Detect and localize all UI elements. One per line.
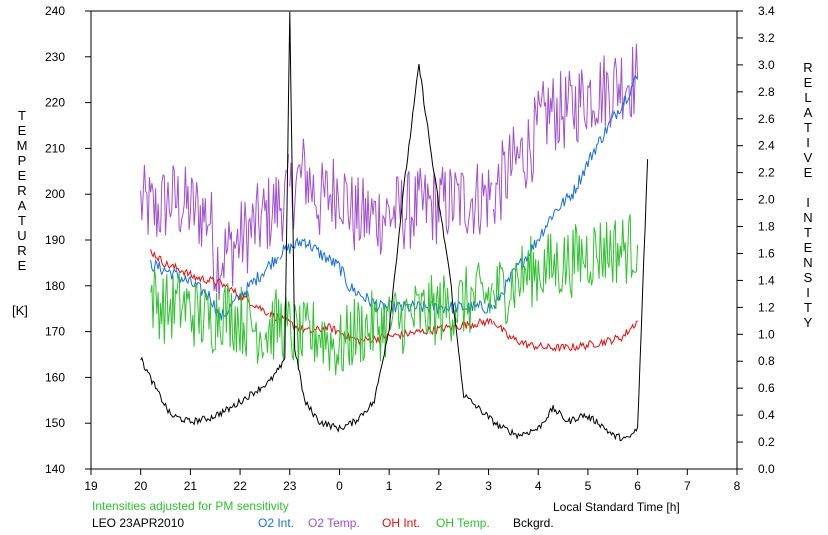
station-date-label: LEO 23APR2010: [92, 516, 185, 530]
y-right-tick-label: 2.2: [758, 166, 775, 180]
y-right-tick-label: 0.0: [758, 462, 775, 476]
x-tick-label: 1: [386, 479, 393, 493]
axes: 19 20 21 22 23 0 1 2 3 4 5 6 7 8140150160170180190200…: [45, 4, 775, 493]
y-left-tick-label: 220: [45, 96, 65, 110]
x-axis-label: Local Standard Time [h]: [553, 500, 680, 514]
series-line-o2-int: [150, 74, 639, 321]
y-right-tick-label: 3.0: [758, 58, 775, 72]
y-left-tick-label: 180: [45, 279, 65, 293]
y-right-tick-label: 3.4: [758, 4, 775, 18]
x-tick-label: 3: [485, 479, 492, 493]
x-tick-label: 7: [684, 479, 691, 493]
legend-oh-temp: OH Temp.: [436, 516, 490, 530]
x-tick-label: 19: [84, 479, 98, 493]
x-tick-label: 0: [336, 479, 343, 493]
y-right-tick-label: 2.6: [758, 112, 775, 126]
y-right-tick-label: 0.2: [758, 435, 775, 449]
x-tick-label: 5: [585, 479, 592, 493]
x-tick-label: 6: [634, 479, 641, 493]
y-left-tick-label: 140: [45, 462, 65, 476]
series-line-bckgrd: [140, 11, 649, 442]
y-right-tick-label: 0.8: [758, 354, 775, 368]
y-right-tick-label: 2.4: [758, 139, 775, 153]
y-left-tick-label: 160: [45, 370, 65, 384]
left-axis-unit: [K]: [12, 303, 28, 318]
x-tick-label: 21: [184, 479, 198, 493]
y-right-tick-label: 1.4: [758, 273, 775, 287]
x-tick-label: 8: [734, 479, 741, 493]
sensitivity-note: Intensities adjusted for PM sensitivity: [92, 499, 289, 513]
x-tick-label: 20: [134, 479, 148, 493]
y-right-tick-label: 3.2: [758, 31, 775, 45]
y-right-tick-label: 1.0: [758, 327, 775, 341]
y-right-tick-label: 2.0: [758, 193, 775, 207]
series-line-o2-temp: [140, 43, 639, 301]
y-left-tick-label: 240: [45, 4, 65, 18]
legend-oh-int: OH Int.: [382, 516, 421, 530]
y-right-tick-label: 1.6: [758, 246, 775, 260]
y-left-tick-label: 150: [45, 416, 65, 430]
x-tick-label: 4: [535, 479, 542, 493]
y-right-tick-label: 0.6: [758, 381, 775, 395]
y-left-tick-label: 210: [45, 141, 65, 155]
legend-o2-int: O2 Int.: [258, 516, 295, 530]
legend-o2-temp: O2 Temp.: [308, 516, 360, 530]
y-left-tick-label: 230: [45, 50, 65, 64]
y-right-tick-label: 0.4: [758, 408, 775, 422]
y-left-tick-label: 170: [45, 325, 65, 339]
y-right-tick-label: 1.2: [758, 300, 775, 314]
y-left-tick-label: 190: [45, 233, 65, 247]
x-tick-label: 23: [283, 479, 297, 493]
plot-area: [140, 11, 649, 442]
series-line-oh-temp: [150, 214, 639, 376]
x-tick-label: 22: [233, 479, 247, 493]
y-right-tick-label: 1.8: [758, 220, 775, 234]
legend-bckgrd: Bckgrd.: [513, 516, 554, 530]
y-left-tick-label: 200: [45, 187, 65, 201]
x-tick-label: 2: [436, 479, 443, 493]
y-right-tick-label: 2.8: [758, 85, 775, 99]
